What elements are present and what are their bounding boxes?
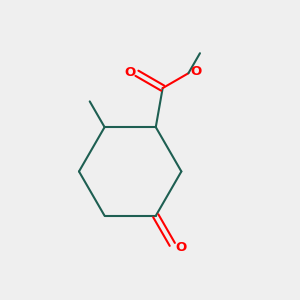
Text: O: O [190, 65, 201, 78]
Text: O: O [175, 241, 186, 254]
Text: O: O [124, 66, 135, 79]
